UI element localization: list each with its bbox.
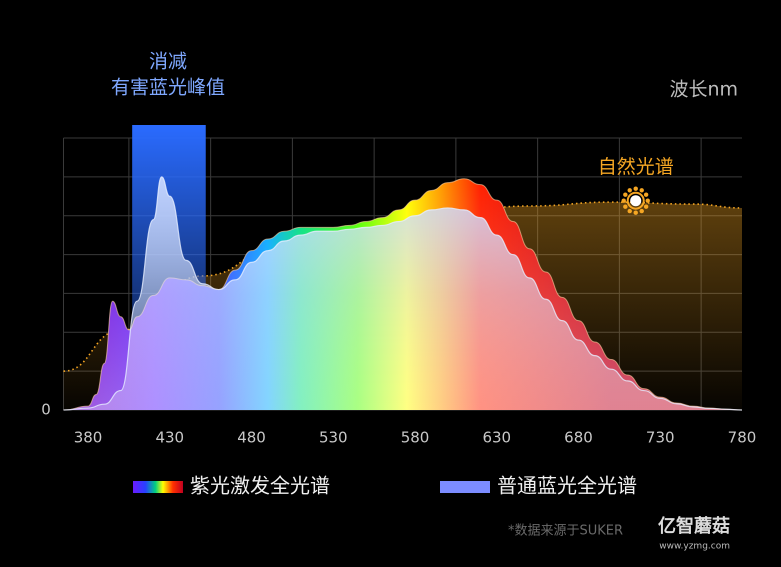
sun-ray — [621, 198, 626, 203]
sun-ray — [645, 198, 650, 203]
watermark: 亿智蘑菇 — [658, 515, 730, 537]
y-tick-label: 0 — [41, 401, 51, 419]
legend-swatch — [133, 481, 183, 493]
sun-ray — [633, 186, 638, 191]
sun-ray — [627, 188, 632, 193]
annotation: 消减 — [149, 51, 187, 73]
x-tick-label: 630 — [482, 429, 511, 447]
legend-label: 紫光激发全光谱 — [190, 474, 330, 498]
source: *数据来源于SUKER — [508, 524, 623, 539]
sun-ray — [623, 204, 628, 209]
sun-ray — [627, 208, 632, 214]
sun-ray — [639, 208, 644, 214]
blue-edge — [63, 176, 743, 411]
x-tick-label: 580 — [401, 429, 430, 447]
x-axis-label: 波长nm — [669, 79, 738, 101]
blue-area — [63, 176, 742, 410]
annotation: 有害蓝光峰值 — [111, 77, 225, 99]
x-tick-label: 680 — [564, 429, 593, 447]
sun-ray — [639, 188, 644, 193]
sun-ray — [643, 192, 649, 197]
x-tick-label: 730 — [646, 429, 675, 447]
sun-ray — [623, 192, 628, 197]
x-tick-label: 780 — [728, 429, 757, 447]
sun-ring — [626, 191, 645, 210]
x-tick-label: 480 — [237, 429, 266, 447]
watermark-url: www.yzmg.com — [659, 542, 730, 552]
legend-swatch — [440, 481, 490, 493]
sun-ray — [633, 210, 638, 215]
series-label: 自然光谱 — [598, 156, 674, 178]
x-tick-label: 380 — [74, 429, 103, 447]
x-tick-label: 530 — [319, 429, 348, 447]
sun-ray — [643, 204, 649, 209]
sun-core — [630, 195, 642, 207]
legend-label: 普通蓝光全光谱 — [497, 474, 637, 498]
x-tick-label: 430 — [155, 429, 184, 447]
